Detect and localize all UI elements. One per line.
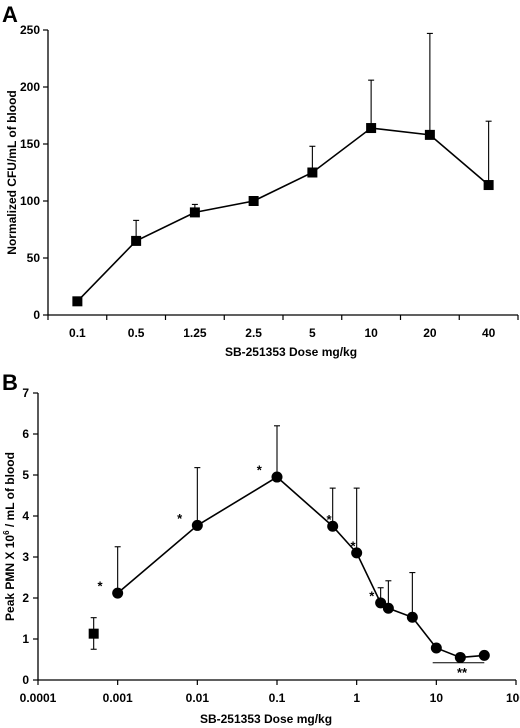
significance-marker: *: [177, 511, 183, 526]
data-point: [72, 296, 83, 307]
panel-b-letter: B: [2, 370, 18, 395]
series-line: [117, 476, 485, 659]
x-tick-label: 0.1: [69, 326, 86, 340]
data-point: [382, 602, 394, 614]
x-tick-label: 100: [506, 691, 520, 705]
data-point: [424, 129, 435, 140]
data-point: [366, 123, 377, 134]
y-tick-label: 4: [22, 509, 29, 523]
data-point: [483, 180, 494, 191]
x-tick-label: 20: [423, 326, 437, 340]
panel-b-chart: 0 1 2 3 4 5 6 7 0.0001 0.001 0.01 0.1 1 10 100 SB-25135…: [2, 386, 520, 726]
x-axis-label: SB-251353 Dose mg/kg: [200, 712, 332, 726]
x-tick-label: 10: [430, 691, 444, 705]
y-tick-label: 150: [20, 137, 40, 151]
data-point: [189, 207, 200, 218]
significance-marker: *: [257, 463, 263, 478]
data-point: [454, 651, 466, 663]
x-tick-label: 1: [353, 691, 360, 705]
y-tick-label: 2: [22, 591, 29, 605]
data-point: [406, 611, 418, 623]
x-tick-label: 2.5: [245, 326, 262, 340]
y-tick-label: 0: [33, 308, 40, 322]
data-point: [430, 642, 442, 654]
significance-marker: *: [369, 589, 375, 604]
significance-marker: *: [97, 579, 103, 594]
x-tick-label: 0.5: [128, 326, 145, 340]
x-tick-label: 5: [309, 326, 316, 340]
control-point: [88, 628, 99, 639]
y-tick-label: 3: [22, 550, 29, 564]
y-axis-label: Peak PMN X 106 / mL of blood: [2, 452, 17, 621]
panel-a-chart: 0 50 100 150 200 250 0.1 0.5 1.25 2.5 5 10 20 40 SB-25…: [5, 23, 519, 359]
data-point: [375, 597, 387, 609]
y-tick-label: 200: [20, 80, 40, 94]
y-tick-label: 6: [22, 427, 29, 441]
y-tick-label: 1: [22, 632, 29, 646]
x-tick-label: 0.0001: [20, 691, 57, 705]
data-point: [271, 471, 283, 483]
significance-marker: **: [457, 665, 468, 680]
y-tick-label: 7: [22, 386, 29, 400]
x-tick-label: 0.1: [269, 691, 286, 705]
y-axis-label: Normalized CFU/mL of blood: [5, 90, 19, 254]
data-point: [327, 520, 339, 532]
y-tick-label: 100: [20, 194, 40, 208]
x-tick-label: 40: [482, 326, 496, 340]
data-point: [478, 649, 490, 661]
data-point: [191, 519, 203, 531]
y-tick-label: 50: [27, 251, 41, 265]
data-point: [248, 196, 259, 206]
series-line: [76, 127, 490, 302]
y-tick-label: 250: [20, 23, 40, 37]
significance-marker: *: [350, 539, 356, 554]
data-point: [307, 167, 318, 178]
x-tick-label: 1.25: [183, 326, 207, 340]
y-tick-label: 5: [22, 468, 29, 482]
panel-a-letter: A: [2, 2, 18, 27]
y-tick-label: 0: [22, 673, 29, 687]
data-point: [112, 587, 124, 599]
x-tick-label: 10: [364, 326, 378, 340]
x-axis-label: SB-251353 Dose mg/kg: [225, 345, 357, 359]
data-point: [131, 235, 142, 246]
data-point: [351, 547, 363, 559]
x-tick-label: 0.01: [186, 691, 210, 705]
significance-marker: *: [327, 512, 333, 527]
x-tick-label: 0.001: [103, 691, 133, 705]
